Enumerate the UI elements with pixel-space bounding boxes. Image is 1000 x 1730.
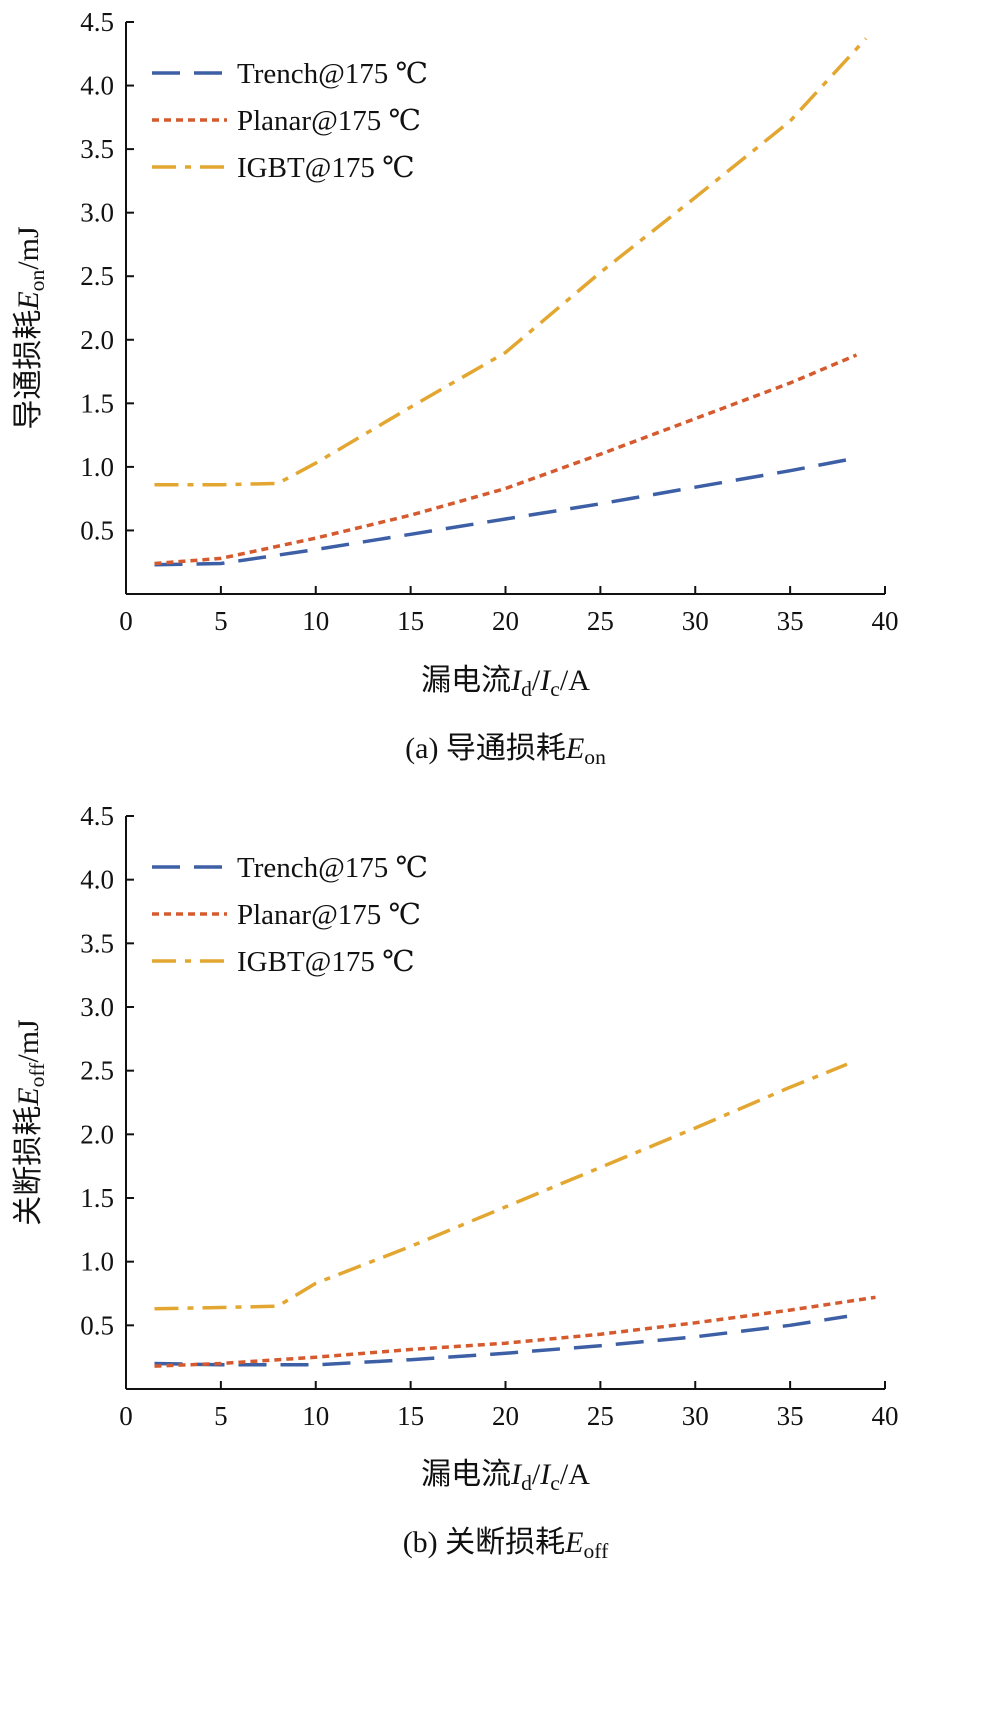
y-tick-label: 2.5 bbox=[80, 1056, 114, 1086]
x-title-text: 漏电流 bbox=[421, 664, 511, 697]
legend: Trench@175 ℃ Planar@175 ℃ IGBT@175 ℃ bbox=[152, 58, 428, 184]
series-line-2 bbox=[154, 1295, 876, 1368]
x-tick-label: 0 bbox=[119, 606, 133, 636]
y-tick-label: 1.5 bbox=[80, 388, 114, 418]
x-tick-label: 25 bbox=[587, 1401, 614, 1431]
x-title-var: I bbox=[510, 664, 523, 697]
series-line-1 bbox=[154, 1314, 848, 1367]
panel-caption: (b) 关断损耗Eoff bbox=[403, 1526, 609, 1563]
y-title-var: E bbox=[12, 1087, 45, 1106]
y-title-unit: /mJ bbox=[12, 1019, 45, 1063]
x-title-sep: / bbox=[532, 1458, 541, 1491]
x-title-var: I bbox=[510, 1458, 523, 1491]
x-tick-label: 40 bbox=[872, 606, 899, 636]
x-tick-label: 30 bbox=[682, 1401, 709, 1431]
x-title-sub: c bbox=[550, 677, 560, 701]
y-axis-title: 关断损耗Eoff/mJ bbox=[12, 1019, 49, 1226]
x-title-sub: d bbox=[521, 677, 532, 701]
x-tick-label: 25 bbox=[587, 606, 614, 636]
caption-var: E bbox=[565, 732, 584, 765]
caption-sub: off bbox=[584, 1539, 610, 1563]
y-tick-label: 2.5 bbox=[80, 261, 114, 291]
y-tick-label: 0.5 bbox=[80, 515, 114, 545]
y-title-sub: on bbox=[25, 270, 49, 292]
x-tick-label: 35 bbox=[777, 1401, 804, 1431]
y-title-text: 导通损耗 bbox=[12, 310, 45, 430]
y-tick-label: 1.5 bbox=[80, 1183, 114, 1213]
chart-panel-b: 0 5 10 15 20 25 30 35 40 0.5 1.0 1.5 2.0 2.5 3.0 3.5 4.0… bbox=[12, 801, 899, 1563]
y-tick-label: 1.0 bbox=[80, 1247, 114, 1277]
x-tick-label: 15 bbox=[397, 1401, 424, 1431]
x-tick-label: 40 bbox=[872, 1401, 899, 1431]
x-tick-label: 20 bbox=[492, 606, 519, 636]
y-tick-label: 2.0 bbox=[80, 1119, 114, 1149]
legend-label: Trench@175 ℃ bbox=[237, 58, 428, 90]
x-title-unit: /A bbox=[560, 1458, 590, 1491]
x-tick-label: 5 bbox=[214, 606, 228, 636]
y-tick-label: 1.0 bbox=[80, 452, 114, 482]
x-axis-title: 漏电流Id/Ic/A bbox=[421, 664, 590, 701]
chart-panel-a: 0 5 10 15 20 25 30 35 40 0.5 1.0 1.5 2.0 2.5 3.0 3.5 4.0… bbox=[12, 7, 899, 769]
x-tick-label: 10 bbox=[302, 1401, 329, 1431]
x-title-sub: d bbox=[521, 1471, 532, 1495]
panel-caption: (a) 导通损耗Eon bbox=[405, 732, 606, 769]
y-tick-label: 3.0 bbox=[80, 992, 114, 1022]
legend-label: Trench@175 ℃ bbox=[237, 852, 428, 884]
x-tick-label: 30 bbox=[682, 606, 709, 636]
legend-label: IGBT@175 ℃ bbox=[237, 152, 415, 184]
y-tick-label: 4.5 bbox=[80, 801, 114, 831]
y-tick-label: 4.0 bbox=[80, 865, 114, 895]
y-tick-label: 4.0 bbox=[80, 71, 114, 101]
y-tick-label: 0.5 bbox=[80, 1310, 114, 1340]
x-title-var: I bbox=[539, 1458, 552, 1491]
y-tick-label: 3.5 bbox=[80, 134, 114, 164]
caption-text: (a) 导通损耗 bbox=[405, 732, 566, 765]
y-title-text: 关断损耗 bbox=[12, 1106, 45, 1226]
y-tick-label: 3.5 bbox=[80, 928, 114, 958]
legend-label: IGBT@175 ℃ bbox=[237, 946, 415, 978]
series-line-2 bbox=[154, 353, 858, 566]
y-title-unit: /mJ bbox=[12, 226, 45, 270]
y-tick-label: 3.0 bbox=[80, 198, 114, 228]
y-tick-label: 2.0 bbox=[80, 325, 114, 355]
legend-label: Planar@175 ℃ bbox=[237, 899, 421, 931]
caption-text: (b) 关断损耗 bbox=[403, 1526, 565, 1559]
legend-label: Planar@175 ℃ bbox=[237, 105, 421, 137]
x-tick-label: 15 bbox=[397, 606, 424, 636]
x-title-sub: c bbox=[550, 1471, 560, 1495]
x-title-unit: /A bbox=[560, 664, 590, 697]
x-tick-label: 10 bbox=[302, 606, 329, 636]
x-tick-label: 20 bbox=[492, 1401, 519, 1431]
y-axis-title: 导通损耗Eon/mJ bbox=[12, 226, 49, 430]
legend: Trench@175 ℃ Planar@175 ℃ IGBT@175 ℃ bbox=[152, 852, 428, 978]
caption-var: E bbox=[564, 1526, 583, 1559]
x-axis-title: 漏电流Id/Ic/A bbox=[421, 1458, 590, 1495]
x-title-sep: / bbox=[532, 664, 541, 697]
caption-sub: on bbox=[584, 745, 606, 769]
x-title-text: 漏电流 bbox=[421, 1458, 511, 1491]
x-title-var: I bbox=[539, 664, 552, 697]
y-title-sub: off bbox=[25, 1062, 49, 1088]
series-line-3 bbox=[154, 37, 868, 487]
x-tick-label: 0 bbox=[119, 1401, 133, 1431]
x-tick-label: 35 bbox=[777, 606, 804, 636]
y-tick-label: 4.5 bbox=[80, 7, 114, 37]
x-tick-label: 5 bbox=[214, 1401, 228, 1431]
series-line-3 bbox=[154, 1062, 848, 1311]
y-title-var: E bbox=[12, 291, 45, 310]
series-line-1 bbox=[154, 456, 857, 567]
